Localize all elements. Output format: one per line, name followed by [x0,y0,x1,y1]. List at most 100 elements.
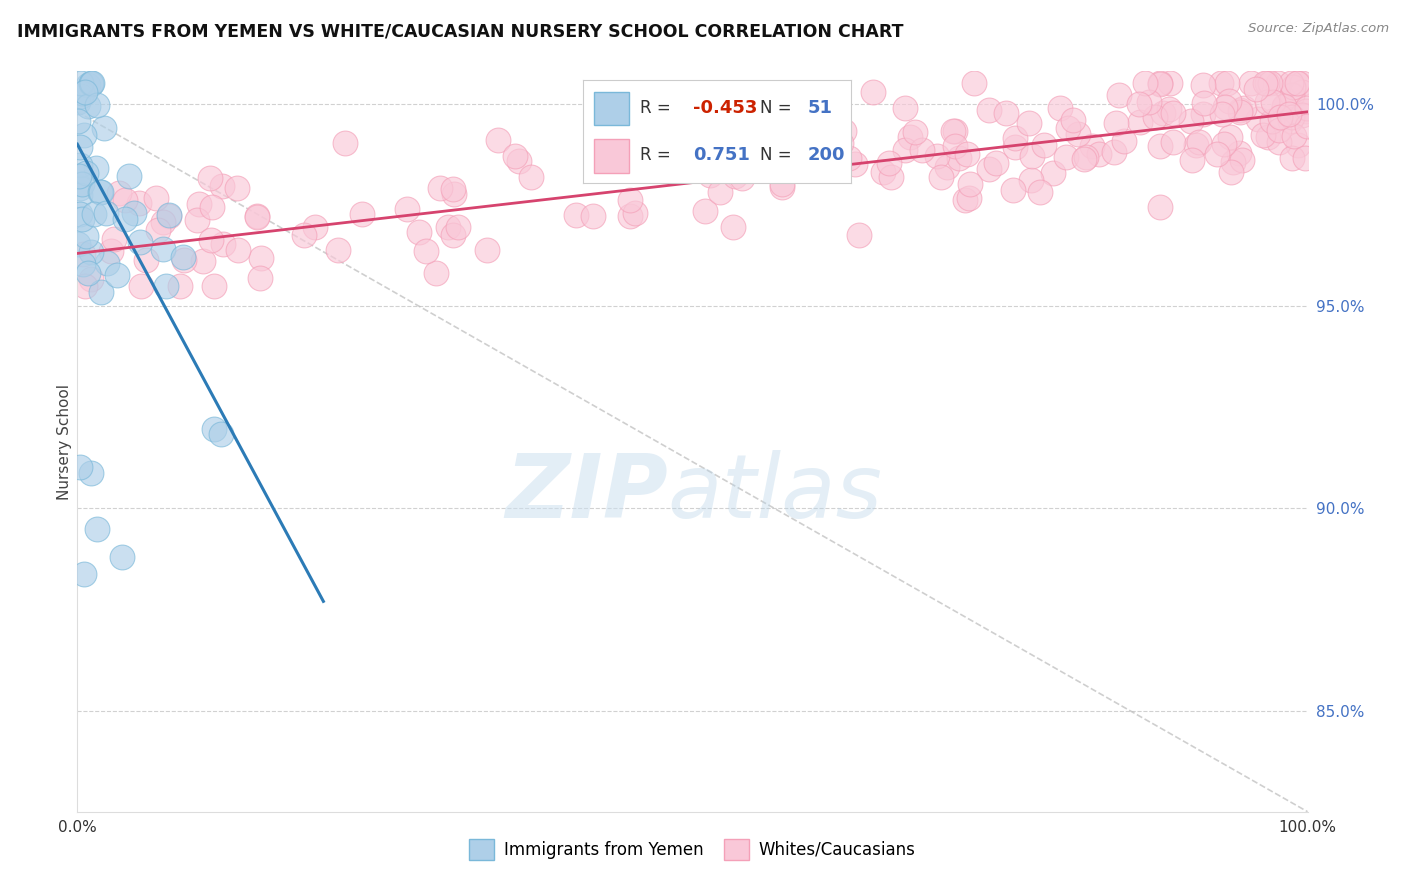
Point [69,460,91,475]
Point [904,124,927,138]
Point [959,177,981,191]
Point [709,185,731,199]
Point [69,188,91,202]
Point [415,244,437,258]
Point [1067,127,1090,141]
Point [1295,120,1317,134]
Point [1114,134,1136,148]
Point [872,165,894,179]
Point [693,203,716,218]
Point [152,242,174,256]
Point [1188,136,1211,150]
Point [1206,146,1229,161]
Point [77,266,100,280]
Text: R =: R = [640,145,676,163]
Point [1128,115,1150,129]
Point [198,171,221,186]
Point [246,210,269,224]
Point [830,136,852,150]
Point [1219,165,1241,179]
Point [250,251,273,265]
Point [1184,137,1206,152]
Point [66,95,89,110]
FancyBboxPatch shape [595,92,628,126]
Point [100,244,122,259]
Point [90,285,112,299]
Text: atlas: atlas [668,450,883,536]
Point [683,94,706,108]
Point [67,169,90,184]
Point [1291,85,1313,99]
Point [1232,153,1254,167]
Point [1268,122,1291,136]
Point [441,227,464,242]
Point [191,254,214,268]
Point [69,140,91,154]
Point [1296,101,1319,115]
Point [1149,77,1171,91]
Text: 200: 200 [808,145,845,163]
Point [172,250,194,264]
Point [1108,88,1130,103]
Point [1149,138,1171,153]
Point [187,196,209,211]
Point [441,182,464,196]
Point [129,278,152,293]
Point [769,119,792,133]
Point [1295,104,1317,119]
Point [200,200,222,214]
Point [66,113,89,128]
Point [1279,77,1302,91]
Point [80,244,103,259]
Point [75,229,97,244]
Point [148,223,170,237]
Point [943,123,966,137]
Point [1073,152,1095,166]
Point [1161,135,1184,149]
Point [70,88,93,103]
Point [79,77,101,91]
Point [925,148,948,162]
Text: N =: N = [759,100,797,118]
Point [1229,104,1251,119]
Point [200,233,222,247]
Point [1233,101,1256,115]
Point [893,101,915,115]
Point [1278,107,1301,121]
Point [723,220,745,235]
Point [1268,135,1291,149]
Point [73,128,96,142]
Point [96,206,118,220]
Point [1253,128,1275,142]
Point [1278,113,1301,128]
Point [862,85,884,99]
Point [1281,151,1303,165]
Point [956,146,979,161]
Point [1192,78,1215,92]
Point [437,220,460,235]
Point [1159,77,1181,91]
Point [326,243,349,257]
Point [1180,113,1202,128]
Point [122,205,145,219]
Point [202,278,225,293]
Point [1081,138,1104,153]
Point [212,236,235,251]
Point [977,103,1000,117]
Point [1291,107,1313,121]
Point [1257,130,1279,145]
Point [832,123,855,137]
Point [619,209,641,223]
Point [730,171,752,186]
Point [80,467,103,481]
Point [155,278,177,293]
Point [69,181,91,195]
Point [1137,95,1160,109]
Point [1062,113,1084,128]
Point [1074,150,1097,164]
Point [948,151,970,165]
Point [1212,136,1234,151]
Point [226,181,249,195]
Point [1227,146,1250,161]
Point [838,152,860,166]
